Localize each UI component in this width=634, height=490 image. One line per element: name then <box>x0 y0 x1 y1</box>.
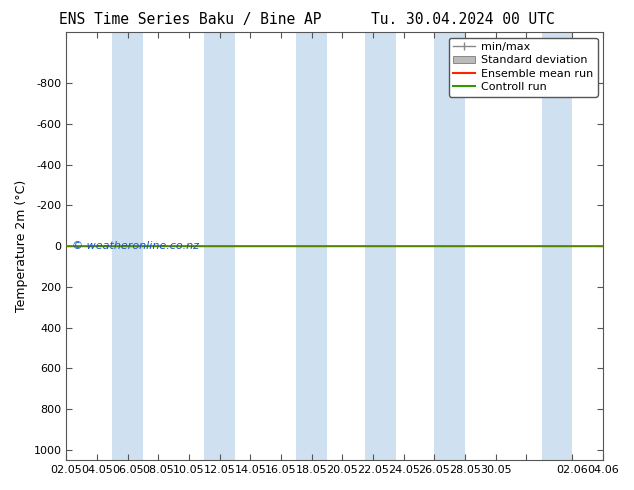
Bar <box>434 32 465 460</box>
Bar <box>542 32 573 460</box>
Bar <box>204 32 235 460</box>
Bar <box>112 32 143 460</box>
Text: ENS Time Series Baku / Bine AP: ENS Time Series Baku / Bine AP <box>59 12 321 27</box>
Bar <box>365 32 396 460</box>
Bar <box>297 32 327 460</box>
Y-axis label: Temperature 2m (°C): Temperature 2m (°C) <box>15 180 28 312</box>
Legend: min/max, Standard deviation, Ensemble mean run, Controll run: min/max, Standard deviation, Ensemble me… <box>449 38 598 97</box>
Text: Tu. 30.04.2024 00 UTC: Tu. 30.04.2024 00 UTC <box>371 12 555 27</box>
Text: © weatheronline.co.nz: © weatheronline.co.nz <box>72 241 199 251</box>
